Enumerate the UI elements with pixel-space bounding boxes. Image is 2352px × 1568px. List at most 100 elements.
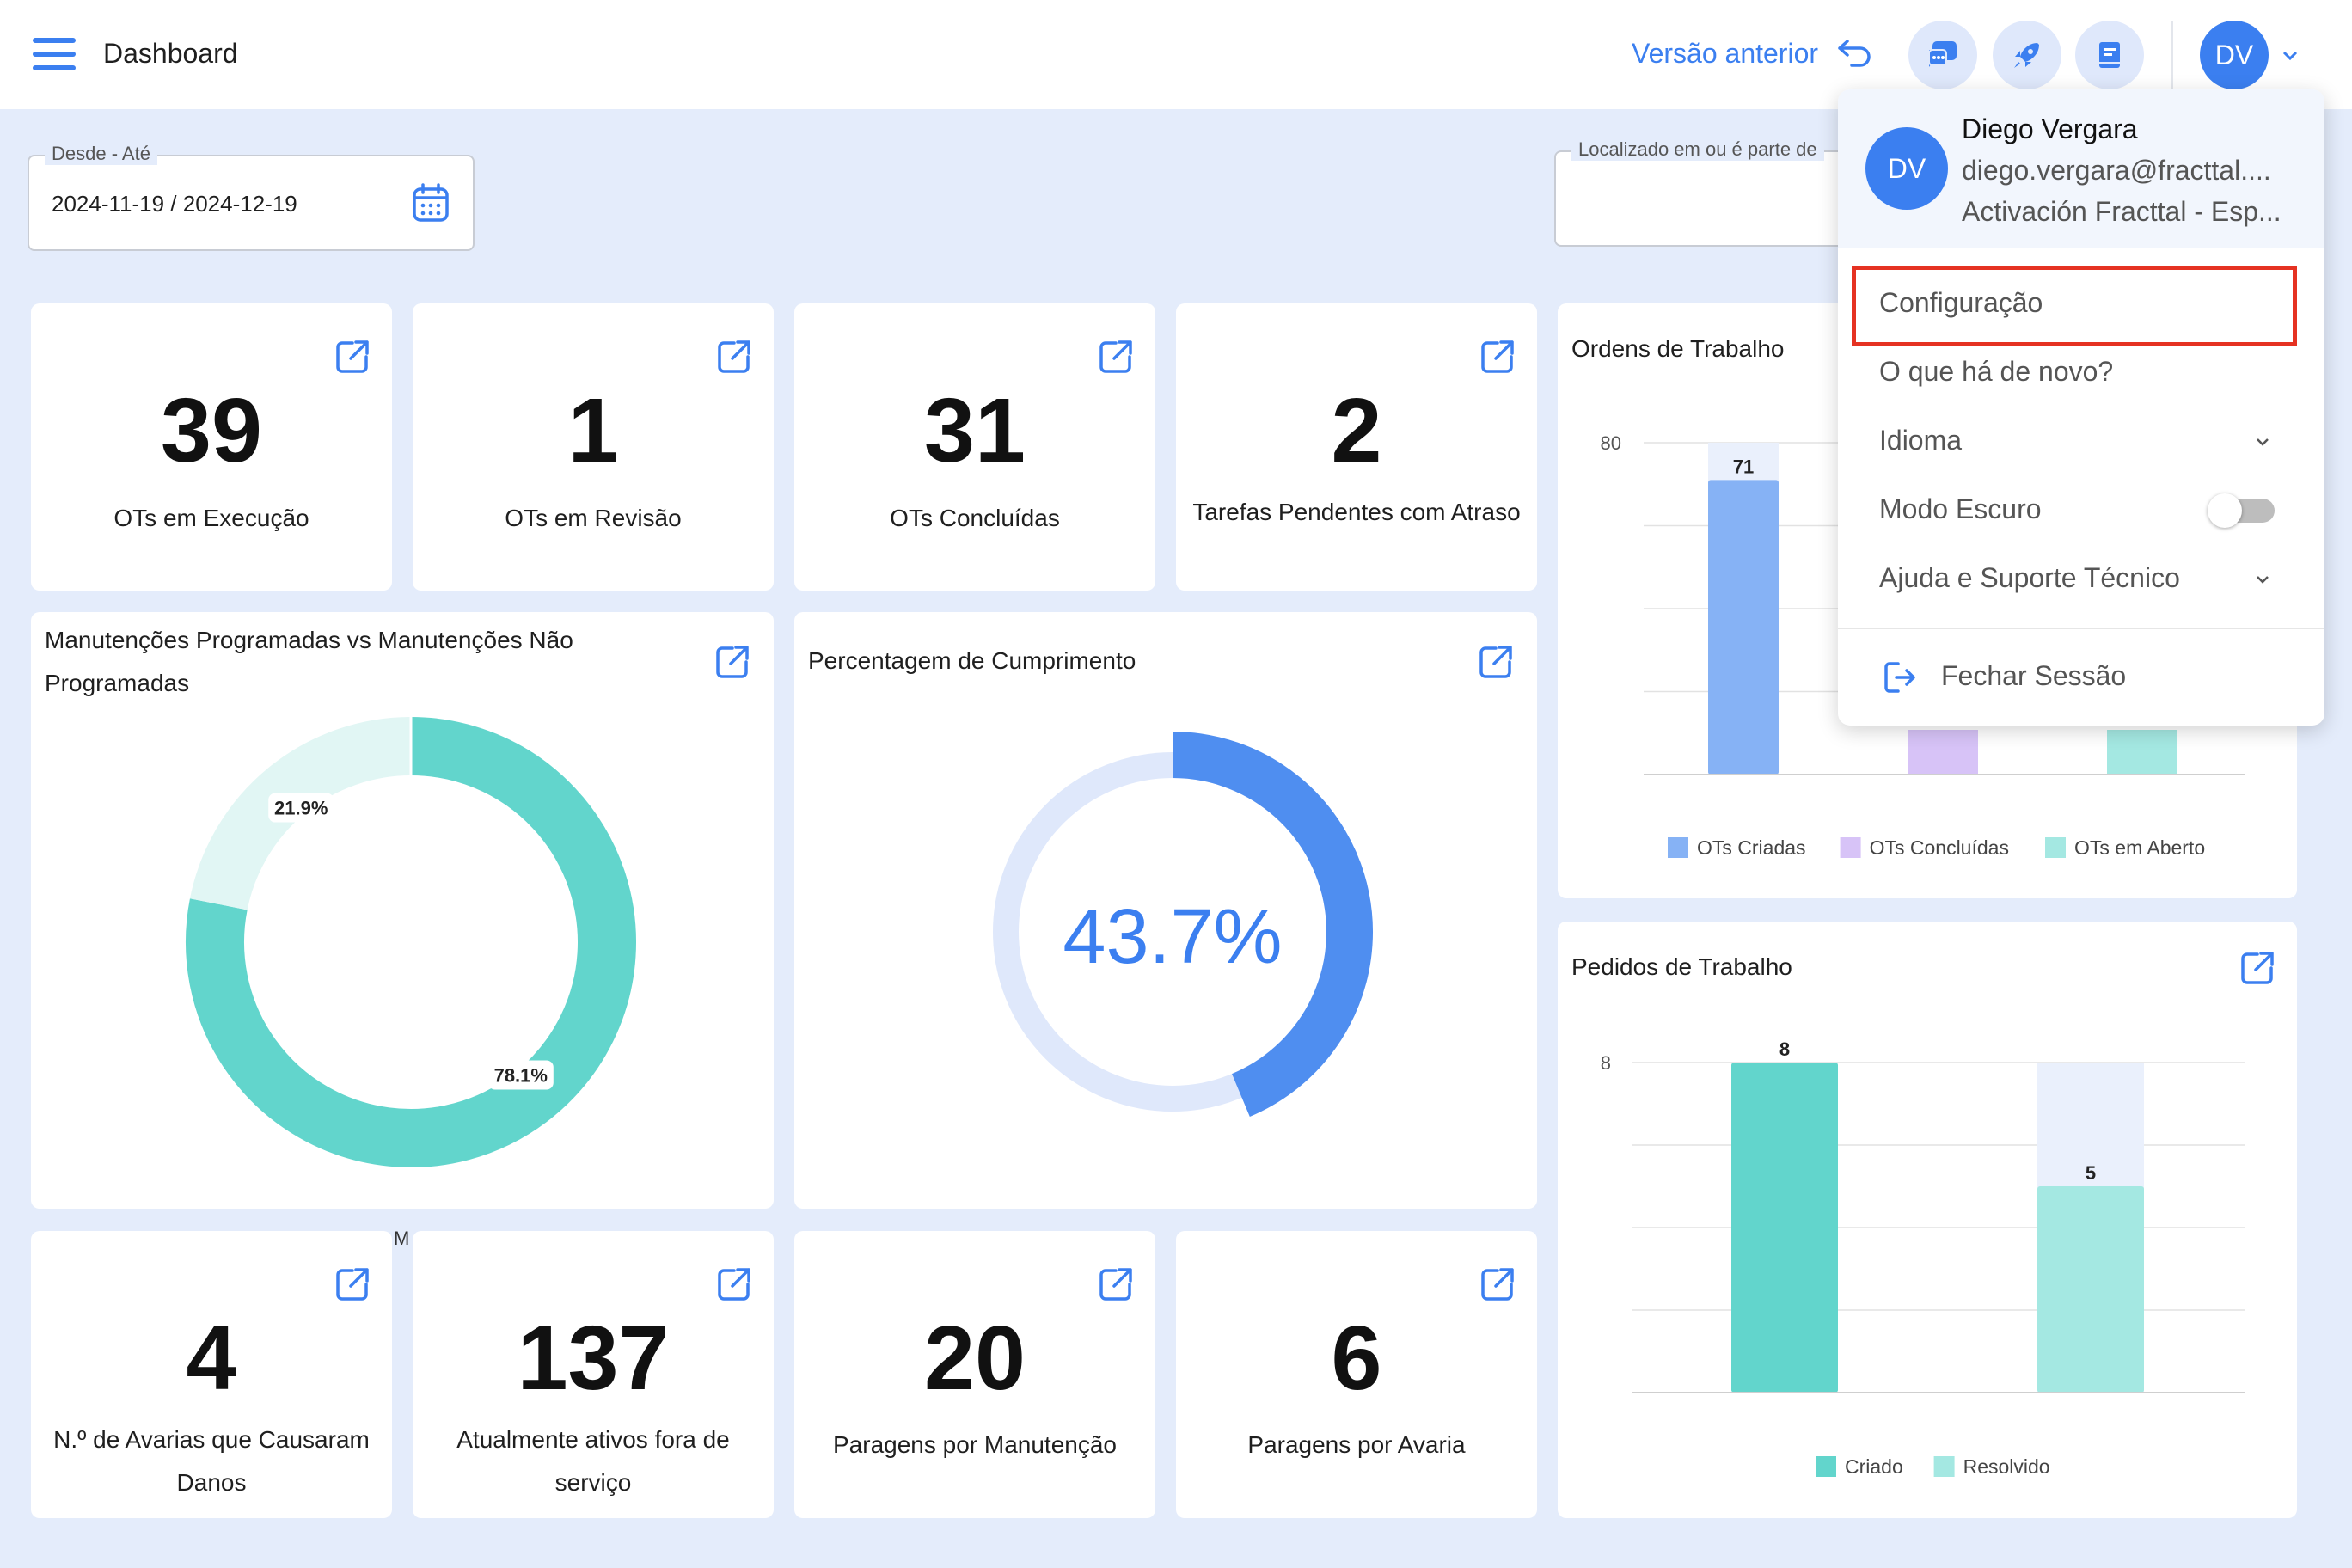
y-tick-label: 80 (1601, 432, 1621, 454)
stat-value: 137 (517, 1308, 670, 1409)
date-range-label: Desde - Até (45, 143, 157, 165)
stat-card-assets-out-of-service[interactable]: 137 Atualmente ativos fora de serviço (413, 1231, 774, 1518)
stat-card-ots-review[interactable]: 1 OTs em Revisão (413, 303, 774, 591)
legend-item[interactable]: OTs em Aberto (2045, 836, 2205, 859)
bar[interactable] (1708, 480, 1779, 775)
stat-card-ots-completed[interactable]: 31 OTs Concluídas (794, 303, 1155, 591)
donut-slice[interactable] (186, 717, 636, 1167)
open-external-icon[interactable] (715, 1265, 753, 1303)
menu-item-whats-new[interactable]: O que há de novo? (1879, 356, 2114, 387)
chevron-down-icon[interactable] (2252, 569, 2273, 590)
open-external-icon[interactable] (1479, 1265, 1516, 1303)
menu-item-language[interactable]: Idioma (1879, 425, 1963, 456)
bar[interactable] (1731, 1063, 1838, 1393)
stat-label: N.º de Avarias que Causaram Danos (53, 1426, 370, 1496)
chevron-down-icon[interactable] (2252, 432, 2273, 452)
dark-mode-toggle[interactable] (2208, 493, 2275, 528)
header-divider (2171, 21, 2173, 89)
open-external-icon[interactable] (334, 1265, 371, 1303)
stat-card-overdue-tasks[interactable]: 2 Tarefas Pendentes com Atraso (1176, 303, 1537, 591)
open-external-icon[interactable] (1479, 338, 1516, 376)
date-range-value[interactable]: 2024-11-19 / 2024-12-19 (52, 191, 297, 217)
open-external-icon[interactable] (2239, 949, 2276, 987)
stat-value: 1 (567, 380, 619, 481)
bar-value-label: 8 (1779, 1038, 1790, 1060)
svg-text:78.1%: 78.1% (494, 1064, 548, 1086)
menu-item-configuration[interactable]: Configuração (1879, 287, 2043, 318)
svg-text:OTs Concluídas: OTs Concluídas (1870, 836, 2009, 859)
chevron-down-icon[interactable] (2280, 45, 2300, 65)
open-external-icon[interactable] (1477, 643, 1515, 681)
gauge-fill (1172, 732, 1373, 1117)
stat-label: OTs em Execução (113, 505, 309, 531)
work-requests-card: Pedidos de Trabalho 8 8 5 Criado Resolvido (1558, 922, 2297, 1518)
menu-item-help-support[interactable]: Ajuda e Suporte Técnico (1879, 562, 2180, 593)
undo-icon[interactable] (1836, 36, 1872, 70)
open-external-icon[interactable] (334, 338, 371, 376)
donut-chart: 78.1% 21.9% (186, 717, 636, 1167)
maintenance-donut-card: Manutenções Programadas vs Manutenções N… (31, 612, 774, 1209)
svg-text:OTs Criadas: OTs Criadas (1697, 836, 1806, 859)
menu-item-dark-mode[interactable]: Modo Escuro (1879, 493, 2042, 524)
menu-icon[interactable] (33, 38, 76, 70)
legend-item[interactable]: OTs Criadas (1668, 836, 1806, 859)
stat-value: 2 (1331, 380, 1382, 481)
toggle-knob (2208, 493, 2242, 528)
stat-value: 20 (924, 1308, 1026, 1409)
user-menu: DV Diego Vergara diego.vergara@fracttal.… (1838, 89, 2324, 726)
stat-label: Tarefas Pendentes com Atraso (1192, 499, 1521, 525)
open-external-icon[interactable] (714, 643, 751, 681)
donut-slice[interactable] (189, 717, 412, 911)
user-email: diego.vergara@fracttal.... (1962, 155, 2271, 186)
donut-data-label: 78.1% (487, 1060, 554, 1090)
stat-label: OTs em Revisão (505, 505, 682, 531)
rocket-button[interactable] (1993, 21, 2061, 89)
user-avatar[interactable]: DV (2200, 21, 2269, 89)
menu-divider (1838, 628, 2324, 629)
menu-item-logout[interactable]: Fechar Sessão (1941, 660, 2127, 691)
page-title: Dashboard (103, 38, 238, 69)
stat-card-damage-failures[interactable]: 4 N.º de Avarias que Causaram Danos (31, 1231, 392, 1518)
gauge-value: 43.7% (1063, 894, 1282, 980)
chat-ai-button[interactable] (1908, 21, 1977, 89)
donut-data-label: 21.9% (268, 793, 334, 823)
bar[interactable] (1908, 730, 1978, 775)
top-bar: Dashboard Versão anterior DV (0, 0, 2352, 109)
bar[interactable] (2037, 1186, 2144, 1393)
card-title: Manutenções Programadas vs Manutenções N… (45, 627, 573, 696)
svg-text:21.9%: 21.9% (274, 798, 328, 819)
calendar-icon[interactable] (411, 182, 450, 224)
stat-label: Paragens por Avaria (1247, 1431, 1466, 1458)
gauge-chart: 43.7% (993, 732, 1373, 1117)
svg-text:Criado: Criado (1845, 1455, 1903, 1478)
user-organization: Activación Fracttal - Esp... (1962, 196, 2282, 227)
stat-card-ots-execution[interactable]: 39 OTs em Execução (31, 303, 392, 591)
svg-text:Resolvido: Resolvido (1963, 1455, 2050, 1478)
work-requests-chart: 8 8 5 Criado Resolvido (1601, 1038, 2245, 1478)
stat-value: 39 (161, 380, 262, 481)
open-external-icon[interactable] (1097, 1265, 1135, 1303)
date-range-field[interactable]: Desde - Até 2024-11-19 / 2024-12-19 (28, 143, 475, 251)
stat-value: 4 (186, 1308, 237, 1409)
legend-item[interactable]: Criado (1816, 1455, 1903, 1478)
legend-item[interactable]: OTs Concluídas (1840, 836, 2009, 859)
svg-text:OTs em Aberto: OTs em Aberto (2074, 836, 2205, 859)
rocket-icon (2014, 43, 2039, 68)
open-external-icon[interactable] (1097, 338, 1135, 376)
legend-item[interactable]: Resolvido (1933, 1455, 2050, 1478)
highlight-box (1852, 266, 2297, 346)
open-external-icon[interactable] (715, 338, 753, 376)
previous-version-link[interactable]: Versão anterior (1632, 38, 1819, 69)
docs-button[interactable] (2075, 21, 2144, 89)
stat-card-maintenance-stops[interactable]: 20 Paragens por Manutenção (794, 1231, 1155, 1518)
bar-value-label: 5 (2086, 1162, 2096, 1184)
chat-icon (1928, 41, 1957, 67)
card-title: Pedidos de Trabalho (1571, 953, 1792, 980)
card-title: Ordens de Trabalho (1571, 335, 1785, 362)
bar[interactable] (2107, 730, 2177, 775)
compliance-card: Percentagem de Cumprimento 43.7% (794, 612, 1537, 1209)
location-label: Localizado em ou é parte de (1571, 138, 1824, 161)
stat-card-failure-stops[interactable]: 6 Paragens por Avaria (1176, 1231, 1537, 1518)
stat-label: Atualmente ativos fora de serviço (456, 1426, 730, 1496)
logout-icon[interactable] (1881, 658, 1919, 696)
